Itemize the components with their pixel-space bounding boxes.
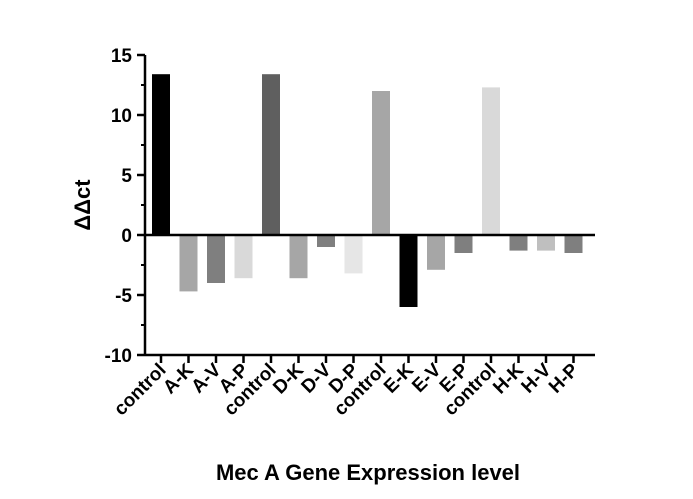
x-axis-title: Mec A Gene Expression level	[216, 460, 520, 485]
bar-9	[372, 91, 390, 235]
bar-16	[564, 235, 583, 253]
bar-13	[482, 87, 500, 236]
bar-12	[454, 235, 473, 253]
bar-6	[289, 235, 308, 279]
bar-14	[509, 235, 528, 251]
bar-15	[537, 235, 555, 251]
bars-group	[152, 74, 583, 307]
y-axis-title: ΔΔct	[70, 179, 95, 231]
bar-7	[317, 235, 335, 247]
bar-2	[179, 235, 198, 292]
y-axis: 15 10 5 0 -5 -10	[105, 46, 147, 367]
x-tick-label: control	[110, 360, 170, 420]
y-tick-label: -5	[115, 286, 132, 307]
y-tick-label: -10	[105, 346, 132, 367]
x-tick-label: H-P	[545, 359, 583, 397]
bar-4	[234, 235, 253, 279]
bar-5	[262, 74, 280, 235]
bar-3	[207, 235, 225, 283]
y-tick-label: 15	[111, 46, 133, 67]
y-tick-label: 10	[111, 106, 132, 127]
bar-1	[152, 74, 170, 235]
y-tick-label: 5	[121, 166, 132, 187]
bar-10	[399, 235, 418, 307]
bar-11	[427, 235, 445, 270]
bar-8	[344, 235, 363, 274]
y-tick-label: 0	[121, 226, 132, 247]
